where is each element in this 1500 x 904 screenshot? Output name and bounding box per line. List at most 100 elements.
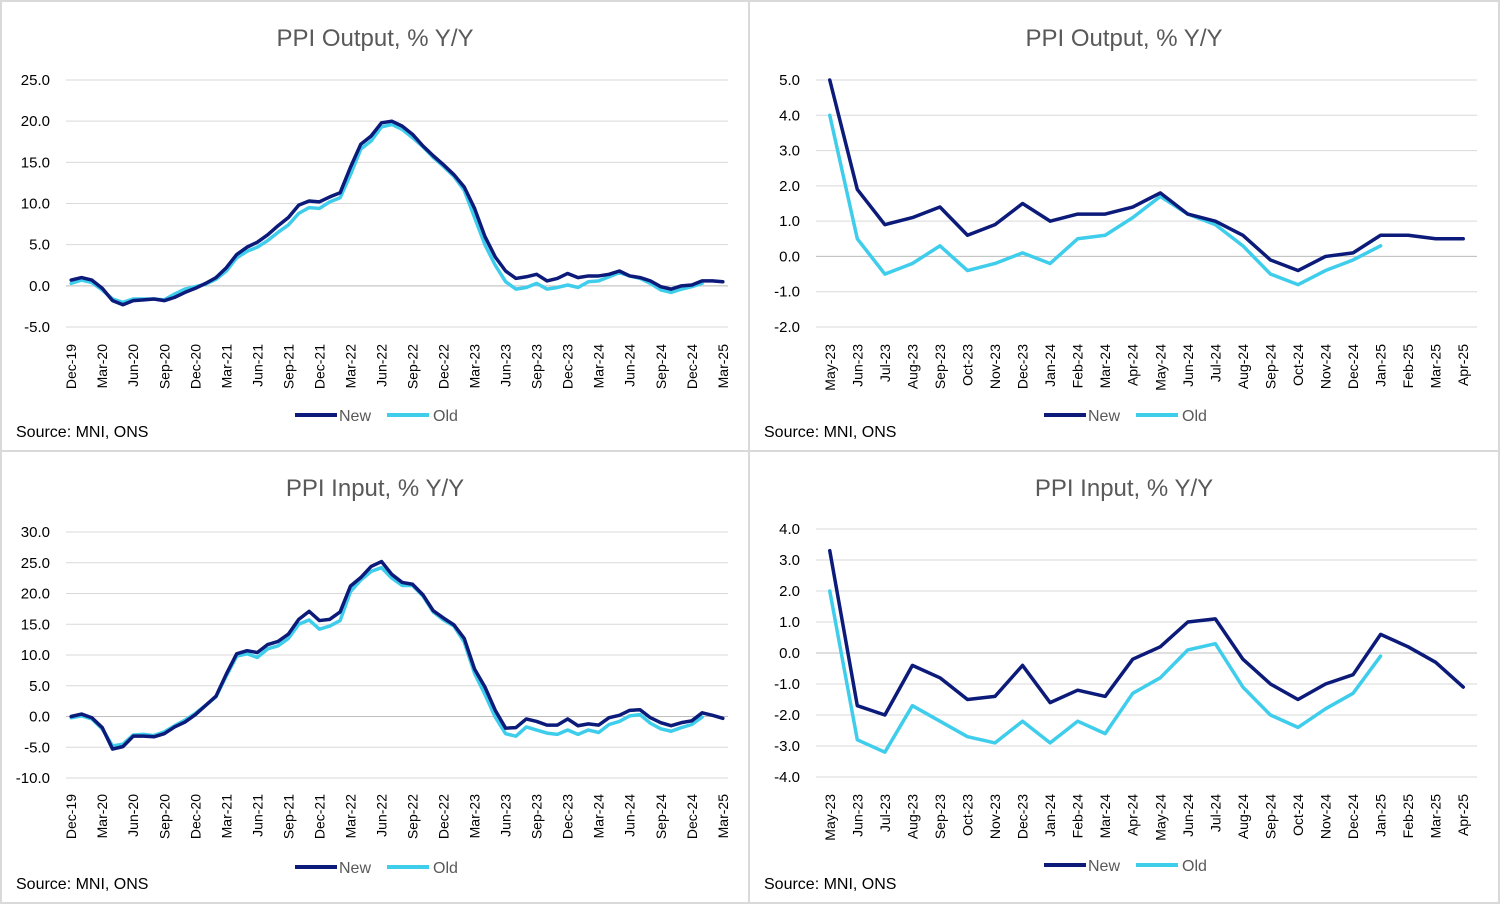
chart-source: Source: MNI, ONS — [16, 876, 149, 893]
y-tick-label: -5.0 — [24, 739, 50, 756]
y-tick-label: 5.0 — [779, 72, 800, 89]
series-line-old — [828, 113, 1383, 287]
y-tick-label: -1.0 — [774, 676, 800, 693]
x-tick-label: Feb-25 — [1400, 794, 1416, 839]
y-tick-label: 5.0 — [29, 678, 50, 695]
legend: New Old — [295, 860, 458, 877]
x-tick-label: Jun-20 — [125, 794, 141, 837]
x-tick-label: Jun-24 — [622, 794, 638, 837]
chart-svg: PPI Output, % Y/Y -5.0 0.0 5.0 10.0 15.0 20.0 2… — [21, 25, 731, 425]
x-tick-label: Mar-24 — [1097, 344, 1113, 389]
chart-panel-input-recent: PPI Input, % Y/Y -4.0 -3.0 -2.0 -1.0 0.0 1.0 2.… — [748, 450, 1500, 904]
y-tick-label: 2.0 — [779, 583, 800, 600]
x-tick-label: Sep-23 — [529, 344, 545, 389]
y-tick-label: 25.0 — [21, 72, 50, 89]
chart-title: PPI Input, % Y/Y — [286, 475, 464, 502]
x-tick-label: Sep-23 — [932, 344, 948, 389]
y-tick-label: 30.0 — [21, 524, 50, 541]
x-tick-label: Mar-22 — [342, 344, 358, 389]
series-line-new — [69, 559, 725, 751]
x-tick-label: Mar-22 — [342, 794, 358, 839]
x-tick-label: Sep-21 — [280, 344, 296, 389]
x-tick-label: Mar-21 — [218, 344, 234, 389]
chart-panel-output-recent: PPI Output, % Y/Y -2.0 -1.0 0.0 1.0 2.0 3.0 4.0… — [748, 0, 1500, 452]
y-tick-label: -2.0 — [774, 319, 800, 336]
x-tick-label: Sep-24 — [1262, 344, 1278, 389]
y-tick-label: 1.0 — [779, 614, 800, 631]
legend: New Old — [295, 408, 458, 425]
x-tick-label: Jun-24 — [622, 344, 638, 387]
y-tick-label: 20.0 — [21, 113, 50, 130]
chart-source: Source: MNI, ONS — [764, 876, 897, 893]
y-tick-label: 0.0 — [779, 248, 800, 265]
x-tick-label: Dec-24 — [684, 344, 700, 389]
x-tick-label: Jan-25 — [1373, 344, 1389, 387]
x-tick-label: May-23 — [822, 794, 838, 841]
y-tick-label: -4.0 — [774, 769, 800, 786]
x-tick-label: Nov-23 — [987, 344, 1003, 389]
x-tick-label: Dec-20 — [187, 794, 203, 839]
x-tick-label: Dec-21 — [311, 794, 327, 839]
x-tick-label: Jul-24 — [1207, 344, 1223, 382]
x-tick-label: May-24 — [1152, 344, 1168, 391]
series-line-new — [828, 548, 1465, 717]
x-tick-label: Dec-23 — [1015, 794, 1031, 839]
y-tick-label: 10.0 — [21, 647, 50, 664]
x-tick-label: Feb-24 — [1070, 794, 1086, 839]
chart-title: PPI Output, % Y/Y — [1026, 25, 1223, 52]
x-tick-label: Mar-24 — [591, 344, 607, 389]
x-tick-label: Mar-23 — [467, 794, 483, 839]
x-tick-label: Jun-22 — [373, 794, 389, 837]
x-tick-label: Nov-24 — [1318, 794, 1334, 839]
y-tick-label: 0.0 — [779, 645, 800, 662]
chart-panel-output-long: PPI Output, % Y/Y -5.0 0.0 5.0 10.0 15.0 20.0 2… — [0, 0, 750, 452]
y-tick-label: 0.0 — [29, 709, 50, 726]
x-tick-label: Mar-20 — [94, 344, 110, 389]
y-tick-label: -1.0 — [774, 284, 800, 301]
y-tick-label: 3.0 — [779, 552, 800, 569]
x-tick-label: Jun-21 — [249, 794, 265, 837]
x-tick-label: Oct-23 — [959, 794, 975, 836]
x-tick-label: Dec-21 — [311, 344, 327, 389]
x-tick-label: May-24 — [1152, 794, 1168, 841]
x-tick-label: Jun-20 — [125, 344, 141, 387]
y-tick-label: 4.0 — [779, 107, 800, 124]
x-tick-label: Jun-21 — [249, 344, 265, 387]
x-tick-label: Dec-24 — [1345, 794, 1361, 839]
y-tick-label: 20.0 — [21, 586, 50, 603]
x-tick-label: Mar-25 — [715, 794, 731, 839]
legend: New Old — [1044, 858, 1207, 875]
x-tick-label: Aug-24 — [1235, 794, 1251, 839]
x-tick-label: Dec-23 — [560, 344, 576, 389]
x-tick-label: Dec-24 — [1345, 344, 1361, 389]
legend-label-new: New — [1088, 408, 1120, 425]
y-tick-label: 2.0 — [779, 178, 800, 195]
chart-panel-input-long: PPI Input, % Y/Y -10.0 -5.0 0.0 5.0 10.0 15.0 2… — [0, 450, 750, 904]
x-tick-label: Jan-24 — [1042, 794, 1058, 837]
chart-title: PPI Output, % Y/Y — [277, 25, 474, 52]
legend-label-old: Old — [1182, 858, 1207, 875]
legend-label-old: Old — [433, 860, 458, 877]
x-tick-label: Aug-23 — [904, 344, 920, 389]
chart-svg: PPI Output, % Y/Y -2.0 -1.0 0.0 1.0 2.0 3.0 4.0… — [774, 25, 1477, 425]
legend-label-new: New — [339, 860, 371, 877]
legend-label-old: Old — [1182, 408, 1207, 425]
x-tick-label: Jul-24 — [1207, 794, 1223, 832]
x-tick-label: Mar-20 — [94, 794, 110, 839]
y-tick-label: 4.0 — [779, 521, 800, 538]
y-tick-label: 10.0 — [21, 196, 50, 213]
x-tick-label: Mar-25 — [1428, 794, 1444, 839]
x-tick-label: Jul-23 — [877, 344, 893, 382]
x-tick-label: Dec-24 — [684, 794, 700, 839]
x-tick-label: Sep-23 — [932, 794, 948, 839]
x-tick-label: Mar-25 — [715, 344, 731, 389]
y-tick-label: 25.0 — [21, 555, 50, 572]
x-tick-label: Oct-24 — [1290, 794, 1306, 836]
y-tick-label: 0.0 — [29, 278, 50, 295]
x-tick-label: Jun-24 — [1180, 344, 1196, 387]
chart-source: Source: MNI, ONS — [16, 424, 149, 441]
x-tick-label: Mar-24 — [1097, 794, 1113, 839]
x-tick-label: Jun-23 — [849, 794, 865, 837]
x-tick-label: Sep-20 — [156, 344, 172, 389]
legend-label-old: Old — [433, 408, 458, 425]
